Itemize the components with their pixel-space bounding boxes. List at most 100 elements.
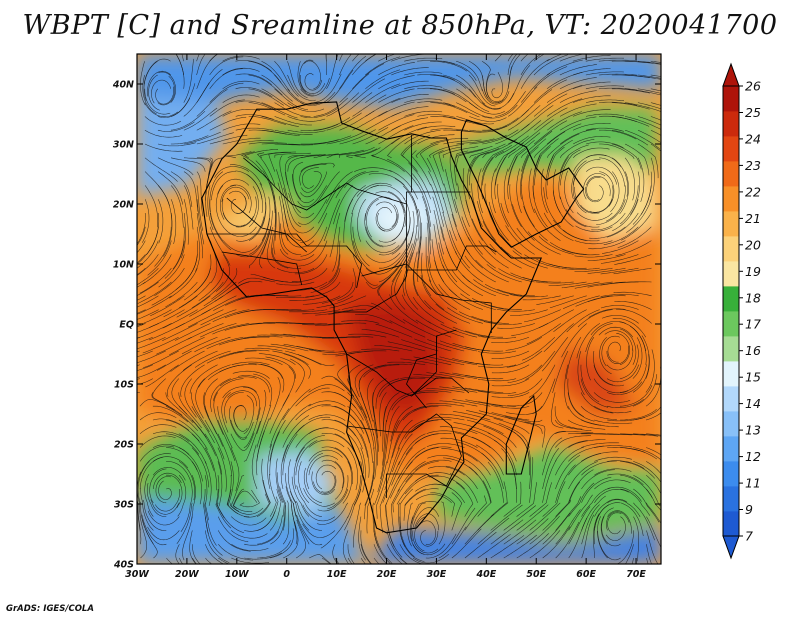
streamline bbox=[250, 322, 289, 325]
streamline bbox=[512, 250, 548, 269]
streamline bbox=[222, 123, 261, 131]
lat-tick-label: 10N bbox=[113, 260, 134, 271]
streamline bbox=[326, 92, 360, 117]
streamline bbox=[404, 71, 443, 76]
streamline bbox=[607, 460, 645, 469]
streamline bbox=[633, 488, 660, 523]
streamline bbox=[279, 248, 315, 261]
streamline bbox=[637, 143, 659, 179]
streamline bbox=[590, 321, 626, 336]
streamline bbox=[633, 474, 661, 507]
streamline bbox=[471, 218, 496, 255]
streamline bbox=[633, 406, 661, 421]
streamline bbox=[339, 54, 352, 76]
streamline bbox=[373, 419, 378, 466]
streamline bbox=[456, 146, 493, 158]
streamline bbox=[360, 433, 370, 478]
streamline bbox=[491, 364, 530, 374]
colorbar-label: 22 bbox=[745, 184, 761, 199]
streamline bbox=[464, 531, 497, 559]
streamline bbox=[283, 353, 311, 379]
streamline bbox=[619, 344, 639, 379]
streamline bbox=[456, 129, 495, 133]
streamline bbox=[412, 251, 419, 296]
streamline bbox=[572, 123, 611, 131]
streamline bbox=[463, 458, 491, 490]
streamline bbox=[191, 392, 210, 432]
streamline bbox=[432, 150, 444, 186]
colorbar-segment bbox=[723, 286, 739, 312]
streamline bbox=[327, 475, 349, 510]
streamline bbox=[491, 71, 503, 99]
streamline bbox=[605, 185, 626, 222]
streamline bbox=[439, 340, 478, 352]
streamline bbox=[248, 186, 259, 228]
streamline bbox=[248, 202, 266, 241]
streamline bbox=[399, 557, 408, 564]
streamline bbox=[507, 54, 514, 62]
streamline bbox=[559, 90, 597, 103]
streamline bbox=[430, 74, 467, 89]
streamline bbox=[600, 507, 614, 545]
streamline bbox=[524, 309, 561, 323]
streamline bbox=[235, 140, 274, 145]
streamline bbox=[162, 323, 198, 341]
streamline bbox=[398, 447, 426, 479]
streamline bbox=[321, 419, 356, 437]
streamline bbox=[297, 185, 328, 208]
streamline bbox=[361, 329, 400, 338]
streamline bbox=[528, 364, 556, 398]
country-border bbox=[406, 245, 497, 271]
streamline bbox=[597, 530, 621, 561]
streamline bbox=[244, 493, 270, 518]
streamline bbox=[607, 398, 644, 408]
streamline bbox=[417, 184, 431, 227]
streamline bbox=[482, 150, 505, 186]
streamline bbox=[248, 60, 282, 83]
streamline bbox=[287, 88, 322, 105]
streamline bbox=[392, 433, 413, 473]
streamline bbox=[361, 348, 400, 352]
streamline bbox=[326, 131, 364, 145]
streamline bbox=[508, 120, 542, 145]
country-border bbox=[346, 413, 462, 498]
streamline bbox=[555, 464, 576, 503]
streamline bbox=[559, 116, 597, 131]
streamline bbox=[404, 57, 443, 62]
streamline bbox=[276, 169, 289, 214]
streamline bbox=[298, 199, 328, 225]
streamline bbox=[497, 288, 535, 297]
streamline bbox=[313, 117, 351, 131]
streamline bbox=[555, 440, 588, 462]
streamline bbox=[230, 432, 255, 451]
streamline bbox=[137, 309, 146, 314]
streamline bbox=[509, 294, 548, 298]
streamline bbox=[353, 502, 362, 548]
streamline bbox=[555, 521, 580, 559]
streamline bbox=[211, 171, 236, 201]
streamline bbox=[377, 212, 398, 230]
streamline bbox=[583, 173, 606, 200]
streamline bbox=[562, 229, 600, 242]
streamline bbox=[542, 448, 560, 490]
streamline bbox=[139, 515, 147, 559]
streamline bbox=[221, 199, 246, 227]
streamline bbox=[611, 88, 650, 94]
streamline bbox=[170, 135, 209, 145]
streamline bbox=[375, 378, 400, 409]
streamline bbox=[259, 151, 296, 158]
streamline bbox=[503, 481, 522, 517]
streamline bbox=[296, 485, 323, 517]
streamline bbox=[555, 435, 592, 448]
colorbar-label: 16 bbox=[745, 343, 761, 358]
country-border bbox=[361, 263, 492, 333]
streamline bbox=[184, 378, 197, 418]
streamline bbox=[287, 116, 326, 122]
streamline bbox=[490, 535, 525, 559]
streamline bbox=[445, 169, 457, 214]
streamline bbox=[624, 143, 650, 176]
streamline bbox=[489, 243, 522, 269]
streamline bbox=[421, 196, 432, 241]
streamline bbox=[546, 98, 583, 117]
streamline bbox=[137, 323, 146, 328]
